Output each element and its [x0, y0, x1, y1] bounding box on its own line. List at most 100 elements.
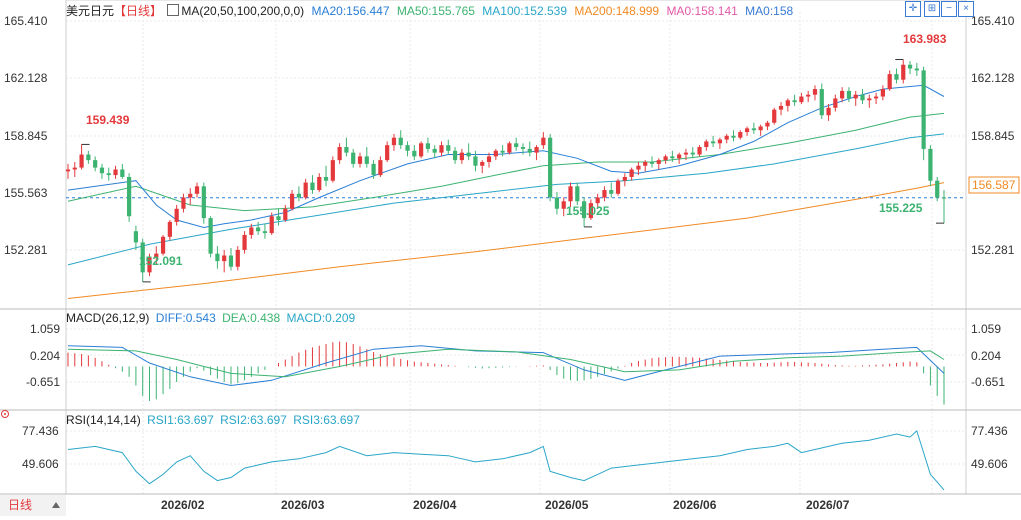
date-tick: 2026/06 [673, 498, 717, 512]
expand-icon[interactable]: ✛ [905, 1, 921, 17]
candle-body [120, 169, 125, 177]
candle-body [439, 145, 444, 153]
candle-body [310, 182, 315, 191]
candle-body [602, 190, 607, 198]
candle-body [303, 182, 308, 198]
candle-body [269, 216, 274, 234]
candle-body [283, 208, 288, 220]
rsi2-value: RSI2:63.697 [220, 413, 287, 427]
candle-body [554, 197, 560, 209]
candle-body [697, 147, 702, 155]
candle-body [133, 231, 139, 243]
price-tick-right: 152.281 [971, 243, 1015, 257]
price-tick-right: 158.845 [971, 129, 1015, 143]
caret-up-icon [52, 502, 60, 508]
candle-body [154, 253, 159, 258]
candle-body [595, 197, 600, 204]
candle-body [935, 180, 940, 198]
candle-body [880, 89, 885, 97]
rsi-legend: RSI(14,14,14) RSI1:63.697 RSI2:63.697 RS… [66, 413, 360, 427]
ma100-line [67, 133, 945, 266]
candle-body [351, 152, 356, 164]
candle-body [330, 160, 335, 181]
candle-body [629, 169, 634, 177]
ma-settings-icon[interactable] [167, 4, 180, 16]
candle-body [690, 152, 695, 155]
candle-body [941, 197, 947, 199]
ma50-line [67, 112, 945, 212]
candle-body [378, 160, 383, 176]
candle-body [473, 156, 478, 166]
candle-body [785, 100, 790, 106]
candle-body [683, 152, 689, 155]
period-tab[interactable]: 日线 [0, 494, 66, 516]
candle-body [724, 135, 729, 140]
candle-body [792, 100, 797, 103]
candle-body [568, 186, 573, 202]
candle-body [561, 201, 566, 209]
candle-body [873, 96, 879, 99]
candle-body [609, 190, 614, 194]
candle-body [867, 98, 872, 101]
price-tick-left: 165.410 [4, 14, 48, 28]
high-annotation: 163.983 [903, 32, 947, 46]
moving-averages [67, 84, 945, 299]
candle-body [357, 156, 363, 164]
rsi-tick-right: 77.436 [971, 424, 1008, 438]
date-tick: 2026/07 [806, 498, 850, 512]
macd-tick-left: 1.059 [30, 322, 60, 336]
candle-body [840, 90, 845, 99]
minimize-icon[interactable]: − [941, 1, 957, 17]
rsi3-value: RSI3:63.697 [293, 413, 360, 427]
candle-body [636, 165, 641, 170]
candle-body [127, 176, 132, 217]
low-annotation: 155.025 [566, 204, 610, 218]
price-tick-left: 155.563 [4, 186, 48, 200]
date-tick: 2026/03 [281, 498, 325, 512]
high-annotation: 159.439 [86, 113, 130, 127]
price-axis: 165.410 162.128 158.845 155.563 152.281 … [4, 14, 1015, 257]
ma-value: MA0:158.141 [666, 4, 738, 18]
candle-body [425, 143, 431, 149]
candle-body [738, 132, 743, 138]
candle-body [548, 137, 553, 198]
candle-body [276, 216, 281, 220]
rsi-tick-left: 49.606 [22, 457, 59, 471]
candle-body [249, 227, 254, 235]
price-tick-left: 158.845 [4, 129, 48, 143]
candle-body [364, 156, 369, 164]
candle-body [514, 143, 519, 148]
candle-body [663, 156, 668, 161]
candle-body [140, 242, 145, 273]
current-price-label: 156.587 [972, 178, 1016, 192]
candle-body [72, 167, 77, 170]
candle-body [79, 154, 84, 168]
candle-body [901, 64, 906, 80]
candle-body [459, 152, 464, 161]
candle-body [65, 169, 71, 172]
candle-body [167, 221, 172, 237]
close-icon[interactable]: × [958, 1, 974, 17]
candle-body [717, 139, 723, 144]
candle-body [181, 197, 186, 209]
candle-body [452, 150, 458, 161]
candle-body [643, 162, 648, 166]
split-icon[interactable]: ⊞ [924, 1, 940, 17]
candle-body [446, 145, 451, 151]
candlesticks [65, 59, 947, 283]
candle-body [160, 236, 166, 254]
low-annotation: 152.091 [139, 254, 183, 268]
candle-body [751, 128, 756, 131]
candle-body [887, 74, 892, 90]
candle-body [812, 89, 818, 95]
candle-body [860, 94, 865, 101]
macd-dea-line [67, 348, 945, 378]
candle-body [588, 203, 593, 219]
candle-body [106, 173, 111, 176]
candle-body [520, 147, 526, 149]
symbol-name: 美元日元 [66, 4, 115, 18]
grid-lines [0, 0, 1021, 495]
candle-body [289, 193, 295, 209]
ma-value: MA200:148.999 [574, 4, 660, 18]
candle-body [826, 107, 831, 116]
